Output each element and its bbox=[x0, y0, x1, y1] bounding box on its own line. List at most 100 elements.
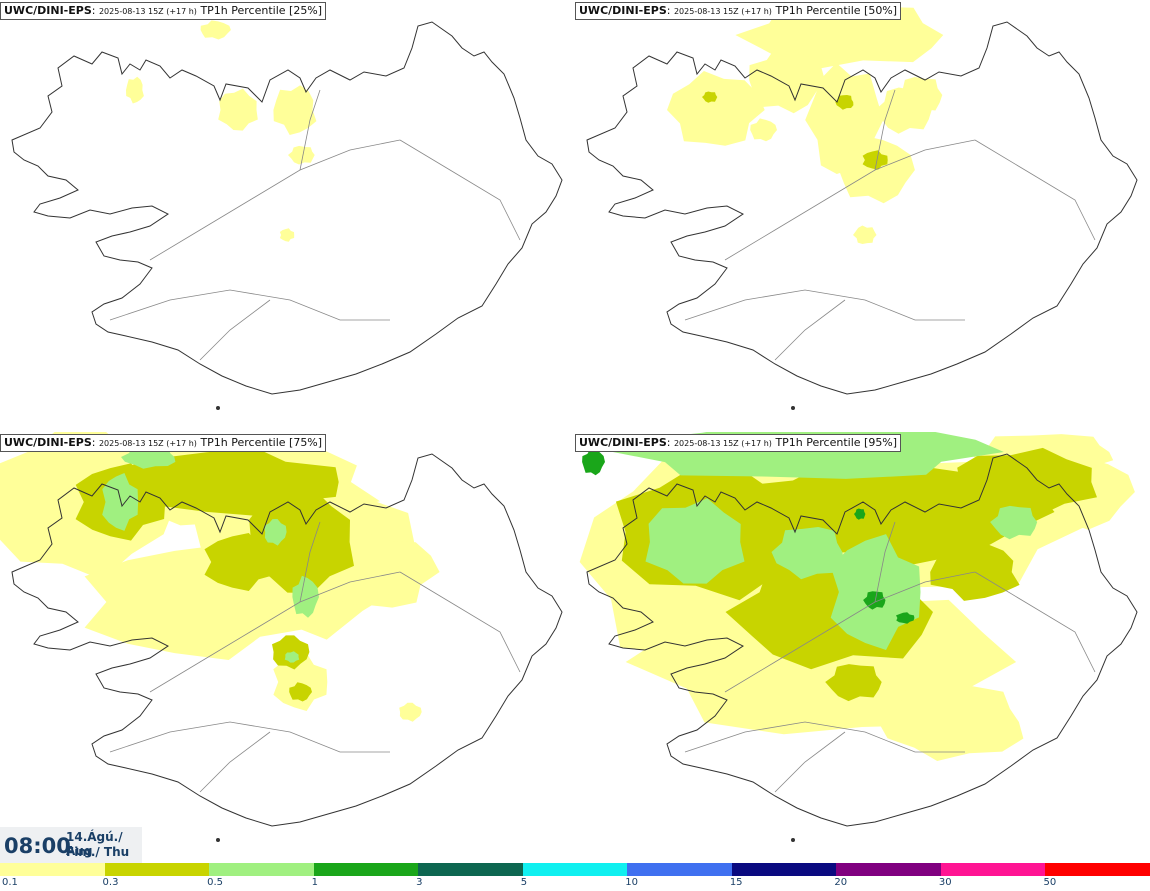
road-line bbox=[724, 571, 976, 693]
colorbar-label: 20 bbox=[834, 877, 848, 888]
precip-patch bbox=[863, 591, 886, 610]
precip-patch bbox=[862, 150, 888, 170]
map-svg-p75 bbox=[0, 432, 575, 862]
colorbar-segment bbox=[627, 863, 733, 876]
colorbar-segment bbox=[522, 863, 628, 876]
road-line bbox=[109, 721, 390, 753]
precipitation-layer bbox=[0, 432, 440, 722]
road-line bbox=[399, 571, 521, 673]
panel-title-p25: UWC/DINI-EPS: 2025-08-13 15Z (+17 h) TP1… bbox=[0, 2, 327, 20]
map-background bbox=[0, 0, 575, 430]
colorbar-label: 1 bbox=[311, 877, 318, 888]
field-name: TP1h Percentile [95%] bbox=[775, 436, 898, 449]
road-line bbox=[149, 139, 401, 261]
colorbar-segment bbox=[418, 863, 524, 876]
precip-patch bbox=[288, 145, 315, 165]
road-line bbox=[724, 139, 976, 261]
precip-patch bbox=[218, 88, 258, 131]
road-line bbox=[399, 139, 521, 241]
road-line bbox=[149, 571, 401, 693]
model-name: UWC/DINI-EPS bbox=[4, 436, 92, 449]
precip-patch bbox=[771, 527, 844, 580]
road-line bbox=[774, 731, 846, 793]
precip-patch bbox=[835, 95, 854, 110]
precip-patch bbox=[123, 448, 339, 516]
panel-title-p75: UWC/DINI-EPS: 2025-08-13 15Z (+17 h) TP1… bbox=[0, 434, 327, 452]
precip-patch bbox=[126, 76, 144, 104]
precip-patch bbox=[854, 508, 866, 520]
road-line bbox=[684, 289, 965, 321]
colorbar-label: 0.5 bbox=[207, 877, 223, 888]
field-name: TP1h Percentile [50%] bbox=[775, 4, 898, 17]
run-time: 2025-08-13 15Z (+17 h) bbox=[98, 439, 197, 448]
precip-patch bbox=[292, 575, 319, 618]
iceland-coastline bbox=[586, 453, 1138, 827]
colorbar-segment bbox=[209, 863, 315, 876]
road-line bbox=[299, 89, 321, 171]
valid-clock: 08:00 bbox=[4, 834, 71, 858]
island-marker bbox=[216, 406, 220, 410]
colorbar-label: 10 bbox=[625, 877, 638, 888]
field-name: TP1h Percentile [75%] bbox=[200, 436, 323, 449]
road-line bbox=[109, 289, 390, 321]
precip-patch bbox=[952, 447, 1097, 515]
map-panel-p95: UWC/DINI-EPS: 2025-08-13 15Z (+17 h) TP1… bbox=[575, 432, 1150, 862]
precip-patch bbox=[289, 682, 312, 702]
precip-patch bbox=[279, 228, 295, 242]
road-line bbox=[774, 299, 846, 361]
precip-patch bbox=[896, 612, 915, 624]
colorbar-segment bbox=[1045, 863, 1150, 876]
road-line bbox=[684, 721, 965, 753]
island-marker bbox=[791, 838, 795, 842]
precip-patch bbox=[204, 533, 277, 591]
valid-date: 14.Ágú./ Aug bbox=[66, 830, 123, 858]
map-panel-p50: UWC/DINI-EPS: 2025-08-13 15Z (+17 h) TP1… bbox=[575, 0, 1150, 430]
road-line bbox=[299, 521, 321, 603]
colorbar-label: 30 bbox=[938, 877, 952, 888]
precip-patch bbox=[284, 651, 300, 663]
map-svg-p25 bbox=[0, 0, 575, 430]
map-background bbox=[575, 0, 1150, 430]
precip-patch bbox=[382, 564, 419, 600]
precip-patch bbox=[667, 71, 765, 146]
precip-patch bbox=[273, 653, 328, 711]
map-svg-p95 bbox=[575, 432, 1150, 862]
iceland-coastline bbox=[11, 21, 563, 395]
precip-patch bbox=[895, 77, 943, 115]
colorbar-label: 0.1 bbox=[2, 877, 18, 888]
colorbar-segment bbox=[104, 863, 210, 876]
precip-patch bbox=[264, 519, 287, 546]
precip-patch bbox=[990, 505, 1038, 540]
precip-patch bbox=[273, 85, 317, 135]
precip-patch bbox=[645, 498, 745, 584]
road-line bbox=[874, 89, 896, 171]
run-time: 2025-08-13 15Z (+17 h) bbox=[673, 7, 772, 16]
precip-patch bbox=[878, 686, 1024, 761]
colorbar-label: 3 bbox=[416, 877, 423, 888]
colorbar-label: 50 bbox=[1043, 877, 1057, 888]
model-name: UWC/DINI-EPS bbox=[4, 4, 92, 17]
precip-patch bbox=[749, 46, 825, 114]
model-name: UWC/DINI-EPS bbox=[579, 436, 667, 449]
precip-patch bbox=[825, 664, 882, 702]
precipitation-layer bbox=[579, 432, 1135, 761]
precipitation-colorbar bbox=[0, 863, 1150, 876]
map-svg-p50 bbox=[575, 0, 1150, 430]
valid-time-box: 08:00 14.Ágú./ Aug Fim./ Thu bbox=[0, 827, 142, 863]
iceland-coastline bbox=[586, 21, 1138, 395]
colorbar-segment bbox=[313, 863, 419, 876]
precip-patch bbox=[399, 702, 422, 722]
road-line bbox=[974, 139, 1096, 241]
colorbar-label: 15 bbox=[729, 877, 743, 888]
map-panel-p25: UWC/DINI-EPS: 2025-08-13 15Z (+17 h) TP1… bbox=[0, 0, 575, 430]
precip-patch bbox=[200, 20, 231, 40]
iceland-coastline bbox=[11, 453, 563, 827]
colorbar-segment bbox=[731, 863, 837, 876]
run-time: 2025-08-13 15Z (+17 h) bbox=[673, 439, 772, 448]
map-panel-p75: UWC/DINI-EPS: 2025-08-13 15Z (+17 h) TP1… bbox=[0, 432, 575, 862]
island-marker bbox=[216, 838, 220, 842]
precip-patch bbox=[582, 448, 605, 476]
valid-weekday: Fim./ Thu bbox=[66, 845, 130, 859]
island-marker bbox=[791, 406, 795, 410]
model-name: UWC/DINI-EPS bbox=[579, 4, 667, 17]
